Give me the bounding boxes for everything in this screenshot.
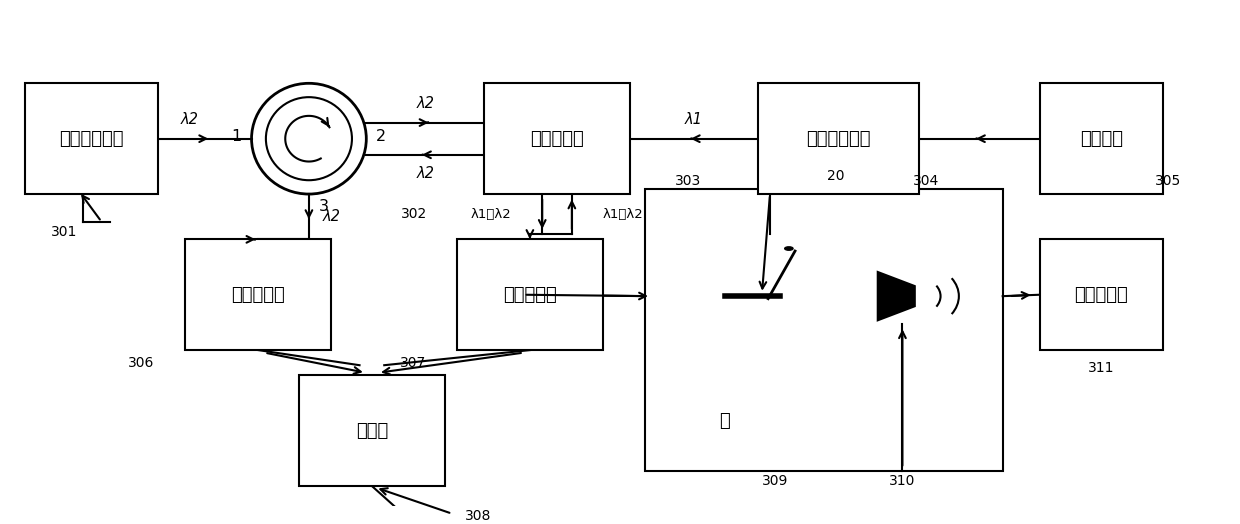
Text: 示波器: 示波器 (356, 422, 388, 440)
Text: λ2: λ2 (180, 112, 198, 127)
Bar (1039, 83, 1163, 194)
Text: 泵浦光源: 泵浦光源 (1080, 129, 1123, 148)
Text: 303: 303 (675, 174, 701, 189)
Text: 可调谐激光器: 可调谐激光器 (60, 129, 124, 148)
Bar (186, 239, 331, 350)
Text: 307: 307 (401, 356, 427, 370)
Text: 电荷放大器: 电荷放大器 (503, 286, 557, 304)
Text: 3: 3 (319, 199, 329, 214)
Text: 20: 20 (827, 169, 844, 183)
Text: λ2: λ2 (322, 209, 340, 224)
Text: 信号发生器: 信号发生器 (1075, 286, 1128, 304)
Bar (25, 83, 159, 194)
Bar (645, 189, 1003, 471)
Text: 308: 308 (465, 509, 491, 523)
Text: λ2: λ2 (417, 96, 434, 111)
Bar (758, 83, 919, 194)
Text: 2: 2 (376, 129, 386, 144)
Text: λ1、λ2: λ1、λ2 (603, 208, 644, 221)
Text: 310: 310 (889, 474, 915, 488)
Text: λ1、λ2: λ1、λ2 (471, 208, 511, 221)
Text: λ1: λ1 (686, 112, 703, 127)
Text: 1: 1 (232, 129, 242, 144)
Text: 309: 309 (763, 474, 789, 488)
Bar (299, 375, 445, 486)
Circle shape (785, 247, 794, 250)
Text: 304: 304 (913, 174, 939, 189)
Text: 波分复用器: 波分复用器 (531, 129, 584, 148)
Text: 311: 311 (1089, 361, 1115, 375)
Text: 306: 306 (128, 356, 155, 370)
Text: 305: 305 (1154, 174, 1182, 189)
Text: λ2: λ2 (417, 167, 434, 181)
Text: 水: 水 (719, 411, 730, 430)
Bar (458, 239, 603, 350)
Text: 301: 301 (51, 225, 77, 239)
Text: 光电探测器: 光电探测器 (232, 286, 285, 304)
Text: 可调谐衰减器: 可调谐衰减器 (806, 129, 870, 148)
Bar (484, 83, 630, 194)
Polygon shape (878, 272, 915, 320)
Bar (1039, 239, 1163, 350)
Text: 302: 302 (401, 207, 427, 221)
